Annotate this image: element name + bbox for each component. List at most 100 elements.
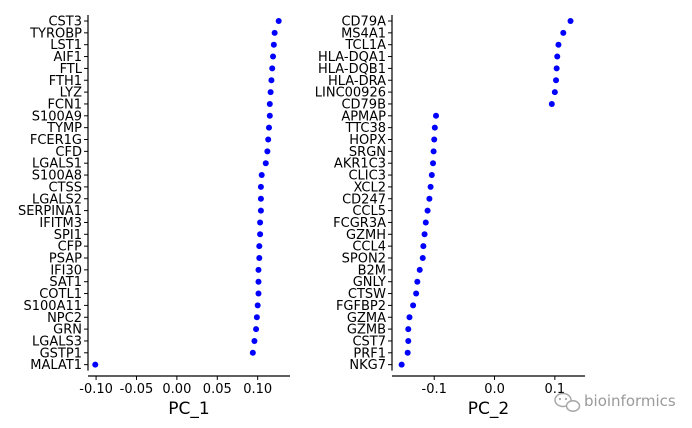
pc1-gene-label: SAT1 xyxy=(49,275,82,290)
pc1-gene-label: LGALS2 xyxy=(32,192,82,207)
pc1-point xyxy=(271,29,278,36)
pc1-point xyxy=(266,100,273,107)
pc1-gene-label: LGALS3 xyxy=(32,334,82,349)
pc2-point xyxy=(426,195,433,202)
pc2-gene-label: GZMB xyxy=(347,323,386,338)
pc1-gene-label: CST3 xyxy=(48,15,82,30)
pc2-gene-label: SRGN xyxy=(349,145,386,160)
pc2-gene-label: FGFBP2 xyxy=(336,299,386,314)
pc1-point xyxy=(253,326,260,333)
pc1-point xyxy=(92,361,99,368)
pc2-gene-label: CST7 xyxy=(352,334,386,349)
pc2-gene-label: SPON2 xyxy=(342,252,386,267)
pc2-gene-label: PRF1 xyxy=(353,346,386,361)
pc1-point xyxy=(265,136,272,143)
pc1-x-tick-label: -0.10 xyxy=(79,382,113,397)
pc1-point xyxy=(262,160,269,167)
pc1-point xyxy=(257,195,264,202)
pc1-gene-label: GSTP1 xyxy=(40,346,82,361)
pc1-gene-label: CTSS xyxy=(48,180,82,195)
pc2-x-tick-label: 0.0 xyxy=(484,382,505,397)
pc1-point xyxy=(251,337,258,344)
pc2-gene-label: LINC00926 xyxy=(315,86,386,101)
pc1-gene-label: CFD xyxy=(55,145,82,160)
pc2-point xyxy=(410,302,417,309)
pc2-gene-label: GZMH xyxy=(346,228,386,243)
pc1-point xyxy=(264,148,271,155)
pc1-gene-label: LST1 xyxy=(50,38,82,53)
pc1-gene-label: FTL xyxy=(60,62,83,77)
pc1-gene-label: TYMP xyxy=(46,121,82,136)
pc2-gene-label: CD79B xyxy=(341,97,386,112)
pc1-gene-label: IFITM3 xyxy=(39,216,82,231)
pc1-point xyxy=(275,18,282,24)
pc2-point xyxy=(548,100,555,107)
pc2-point xyxy=(404,349,411,356)
pc1-gene-label: GRN xyxy=(53,323,82,338)
pc1-point xyxy=(256,255,263,261)
pc1-gene-label: SERPINA1 xyxy=(18,204,82,219)
pc1-point xyxy=(253,314,260,321)
pc1-point xyxy=(249,349,256,356)
pc1-point xyxy=(266,112,273,119)
pc2-point xyxy=(424,207,431,214)
pc1-point xyxy=(265,124,272,131)
pc1-gene-label: SPI1 xyxy=(54,228,82,243)
pc2-gene-label: TCL1A xyxy=(344,38,386,53)
pc2-gene-label: APMAP xyxy=(341,109,386,124)
pc1-point xyxy=(257,231,264,238)
pc2-point xyxy=(413,290,420,297)
pc2-gene-label: HLA-DQB1 xyxy=(318,62,386,77)
pc2-point xyxy=(421,231,428,238)
pc2-gene-label: B2M xyxy=(358,263,386,278)
pc2-point xyxy=(419,255,426,261)
pc2-point xyxy=(555,41,562,48)
pc2-point xyxy=(405,326,412,333)
pc1-gene-label: S100A11 xyxy=(24,299,83,314)
pc2-point xyxy=(551,89,558,96)
pc2-gene-label: HLA-DRA xyxy=(328,74,386,89)
pc1-point xyxy=(254,302,261,309)
pc1-gene-label: LYZ xyxy=(60,86,82,101)
pc1-gene-label: FCER1G xyxy=(30,133,82,148)
pc2-gene-label: GNLY xyxy=(353,275,386,290)
pc1-point xyxy=(267,89,274,96)
pc1-gene-label: LGALS1 xyxy=(32,157,82,172)
watermark: bioinformics xyxy=(554,392,676,412)
pc1-x-tick-label: 0.00 xyxy=(162,382,191,397)
pc2-gene-label: CLIC3 xyxy=(348,169,386,184)
pc1-point xyxy=(257,183,264,190)
pc2-point xyxy=(406,314,413,321)
pc2-point xyxy=(431,124,438,131)
pc2-gene-label: AKR1C3 xyxy=(334,157,386,172)
pc2-point xyxy=(554,53,561,60)
pc2-gene-label: FCGR3A xyxy=(333,216,386,231)
pc1-point xyxy=(255,266,262,273)
pc2-point xyxy=(553,65,560,72)
pc1-point xyxy=(255,278,262,285)
pc1-point xyxy=(270,53,277,60)
pc1-x-tick-label: -0.05 xyxy=(120,382,154,397)
pc2-gene-label: GZMA xyxy=(347,311,386,326)
pc2-gene-label: HLA-DQA1 xyxy=(318,50,386,65)
pc1-gene-label: AIF1 xyxy=(54,50,82,65)
pc1-gene-label: FTH1 xyxy=(49,74,82,89)
pc1-gene-label: COTL1 xyxy=(39,287,82,302)
pc1-x-tick-label: 0.05 xyxy=(203,382,232,397)
pc2-point xyxy=(567,18,574,24)
pc2-axis-title: PC_2 xyxy=(468,399,509,419)
pc2-gene-label: HOPX xyxy=(349,133,386,148)
pc1-gene-label: S100A8 xyxy=(32,169,82,184)
pc2-point xyxy=(428,172,435,179)
pc2-gene-label: TTC38 xyxy=(344,121,386,136)
pc2-gene-label: CCL5 xyxy=(352,204,386,219)
wechat-icon xyxy=(554,392,581,412)
pc2-point xyxy=(431,136,438,143)
pc1-x-tick-label: 0.10 xyxy=(243,382,272,397)
pc2-panel: CD79AMS4A1TCL1AHLA-DQA1HLA-DQB1HLA-DRALI… xyxy=(315,15,585,419)
pc1-gene-label: CFP xyxy=(58,240,83,255)
pc1-point xyxy=(268,77,275,84)
pc2-gene-label: NKG7 xyxy=(349,358,386,373)
pc2-point xyxy=(553,77,560,84)
